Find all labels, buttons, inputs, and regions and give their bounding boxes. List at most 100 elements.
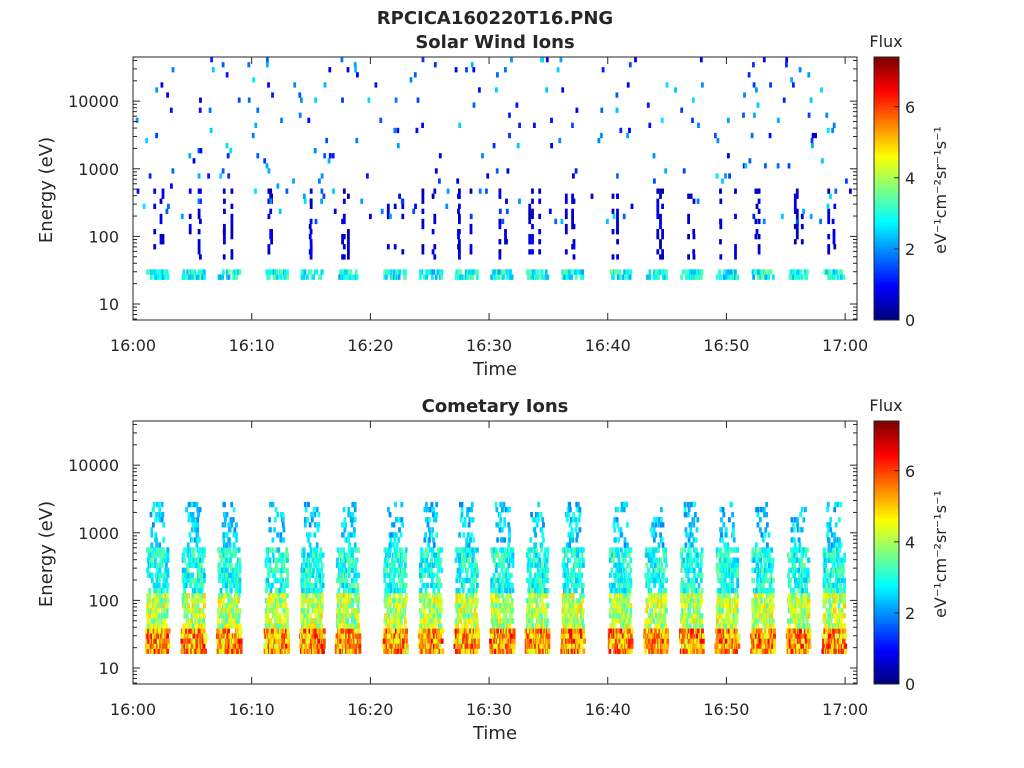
heatmap-cell	[285, 547, 289, 553]
heatmap-cell	[282, 643, 286, 649]
heatmap-cell	[434, 628, 438, 634]
heatmap-cell	[568, 603, 572, 609]
heatmap-cell	[235, 603, 239, 609]
heatmap-cell	[500, 608, 504, 614]
heatmap-cell	[430, 547, 433, 553]
heatmap-cell	[347, 537, 351, 543]
heatmap-cell	[540, 603, 544, 609]
heatmap-cell	[233, 552, 237, 558]
heatmap-cell	[321, 552, 325, 558]
heatmap-cell	[282, 633, 286, 639]
heatmap-cell	[267, 249, 271, 255]
heatmap-cell	[292, 178, 295, 184]
heatmap-cell	[579, 274, 583, 280]
heatmap-cell	[569, 628, 572, 634]
heatmap-cell	[430, 618, 434, 624]
heatmap-cell	[227, 173, 231, 179]
heatmap-cell	[320, 603, 324, 609]
heatmap-cell	[384, 593, 387, 599]
heatmap-cell	[353, 618, 357, 624]
colorbar-segment	[874, 96, 899, 100]
heatmap-cell	[419, 618, 423, 624]
heatmap-cell	[231, 517, 235, 523]
heatmap-cell	[155, 603, 159, 609]
heatmap-cell	[284, 643, 288, 649]
heatmap-cell	[692, 269, 696, 275]
heatmap-cell	[544, 572, 547, 578]
heatmap-cell	[734, 254, 737, 260]
heatmap-cell	[352, 643, 355, 649]
heatmap-cell	[432, 269, 436, 275]
heatmap-cell	[271, 582, 274, 589]
heatmap-cell	[202, 567, 205, 573]
heatmap-cell	[476, 623, 479, 629]
heatmap-cell	[790, 269, 793, 275]
colorbar-segment	[874, 280, 899, 284]
heatmap-cell	[544, 577, 548, 584]
heatmap-cell	[531, 198, 534, 204]
heatmap-cell	[827, 234, 831, 240]
heatmap-cell	[820, 87, 823, 93]
heatmap-cell	[414, 203, 417, 209]
heatmap-cell	[473, 623, 477, 629]
heatmap-cell	[438, 643, 442, 649]
heatmap-cell	[282, 567, 285, 573]
heatmap-cell	[511, 562, 515, 568]
heatmap-cell	[468, 269, 471, 275]
heatmap-cell	[282, 608, 285, 614]
heatmap-cell	[506, 623, 509, 629]
heatmap-cell	[190, 638, 194, 644]
heatmap-cell	[313, 269, 317, 275]
heatmap-cell	[301, 572, 305, 578]
heatmap-cell	[195, 613, 199, 619]
heatmap-cell	[752, 82, 756, 88]
heatmap-cell	[345, 582, 349, 589]
heatmap-cell	[564, 198, 568, 204]
heatmap-cell	[398, 547, 402, 553]
heatmap-cell	[421, 198, 425, 204]
heatmap-cell	[187, 517, 191, 523]
heatmap-cell	[430, 532, 434, 538]
heatmap-cell	[344, 587, 348, 594]
heatmap-cell	[158, 587, 162, 594]
heatmap-cell	[275, 628, 279, 634]
heatmap-cell	[570, 613, 573, 619]
heatmap-cell	[165, 593, 169, 599]
heatmap-cell	[540, 542, 544, 548]
heatmap-cell	[563, 598, 567, 604]
heatmap-cell	[386, 587, 390, 594]
heatmap-cell	[195, 501, 199, 508]
heatmap-cell	[466, 618, 470, 624]
heatmap-cell	[659, 239, 662, 245]
heatmap-cell	[692, 254, 696, 260]
heatmap-cell	[301, 577, 304, 584]
heatmap-cell	[280, 598, 284, 604]
heatmap-cell	[539, 608, 543, 614]
heatmap-cell	[800, 239, 804, 245]
heatmap-cell	[512, 643, 516, 649]
heatmap-cell	[201, 269, 205, 275]
heatmap-cell	[314, 218, 318, 225]
heatmap-cell	[181, 572, 185, 578]
heatmap-cell	[727, 153, 730, 159]
heatmap-cell	[389, 213, 392, 220]
heatmap-cell	[536, 557, 539, 563]
heatmap-cell	[218, 603, 221, 609]
heatmap-cell	[472, 582, 475, 589]
heatmap-cell	[506, 648, 510, 654]
heatmap-cell	[510, 598, 514, 604]
heatmap-cell	[347, 532, 351, 538]
heatmap-cell	[349, 593, 353, 599]
heatmap-cell	[147, 643, 150, 649]
heatmap-cell	[348, 562, 352, 568]
heatmap-cell	[622, 213, 626, 220]
heatmap-cell	[308, 234, 312, 240]
heatmap-cell	[237, 547, 241, 553]
heatmap-cell	[386, 213, 390, 220]
x-tick-label: 16:20	[347, 336, 393, 355]
heatmap-cell	[343, 643, 347, 649]
heatmap-cell	[155, 512, 158, 518]
heatmap-cell	[316, 618, 319, 624]
